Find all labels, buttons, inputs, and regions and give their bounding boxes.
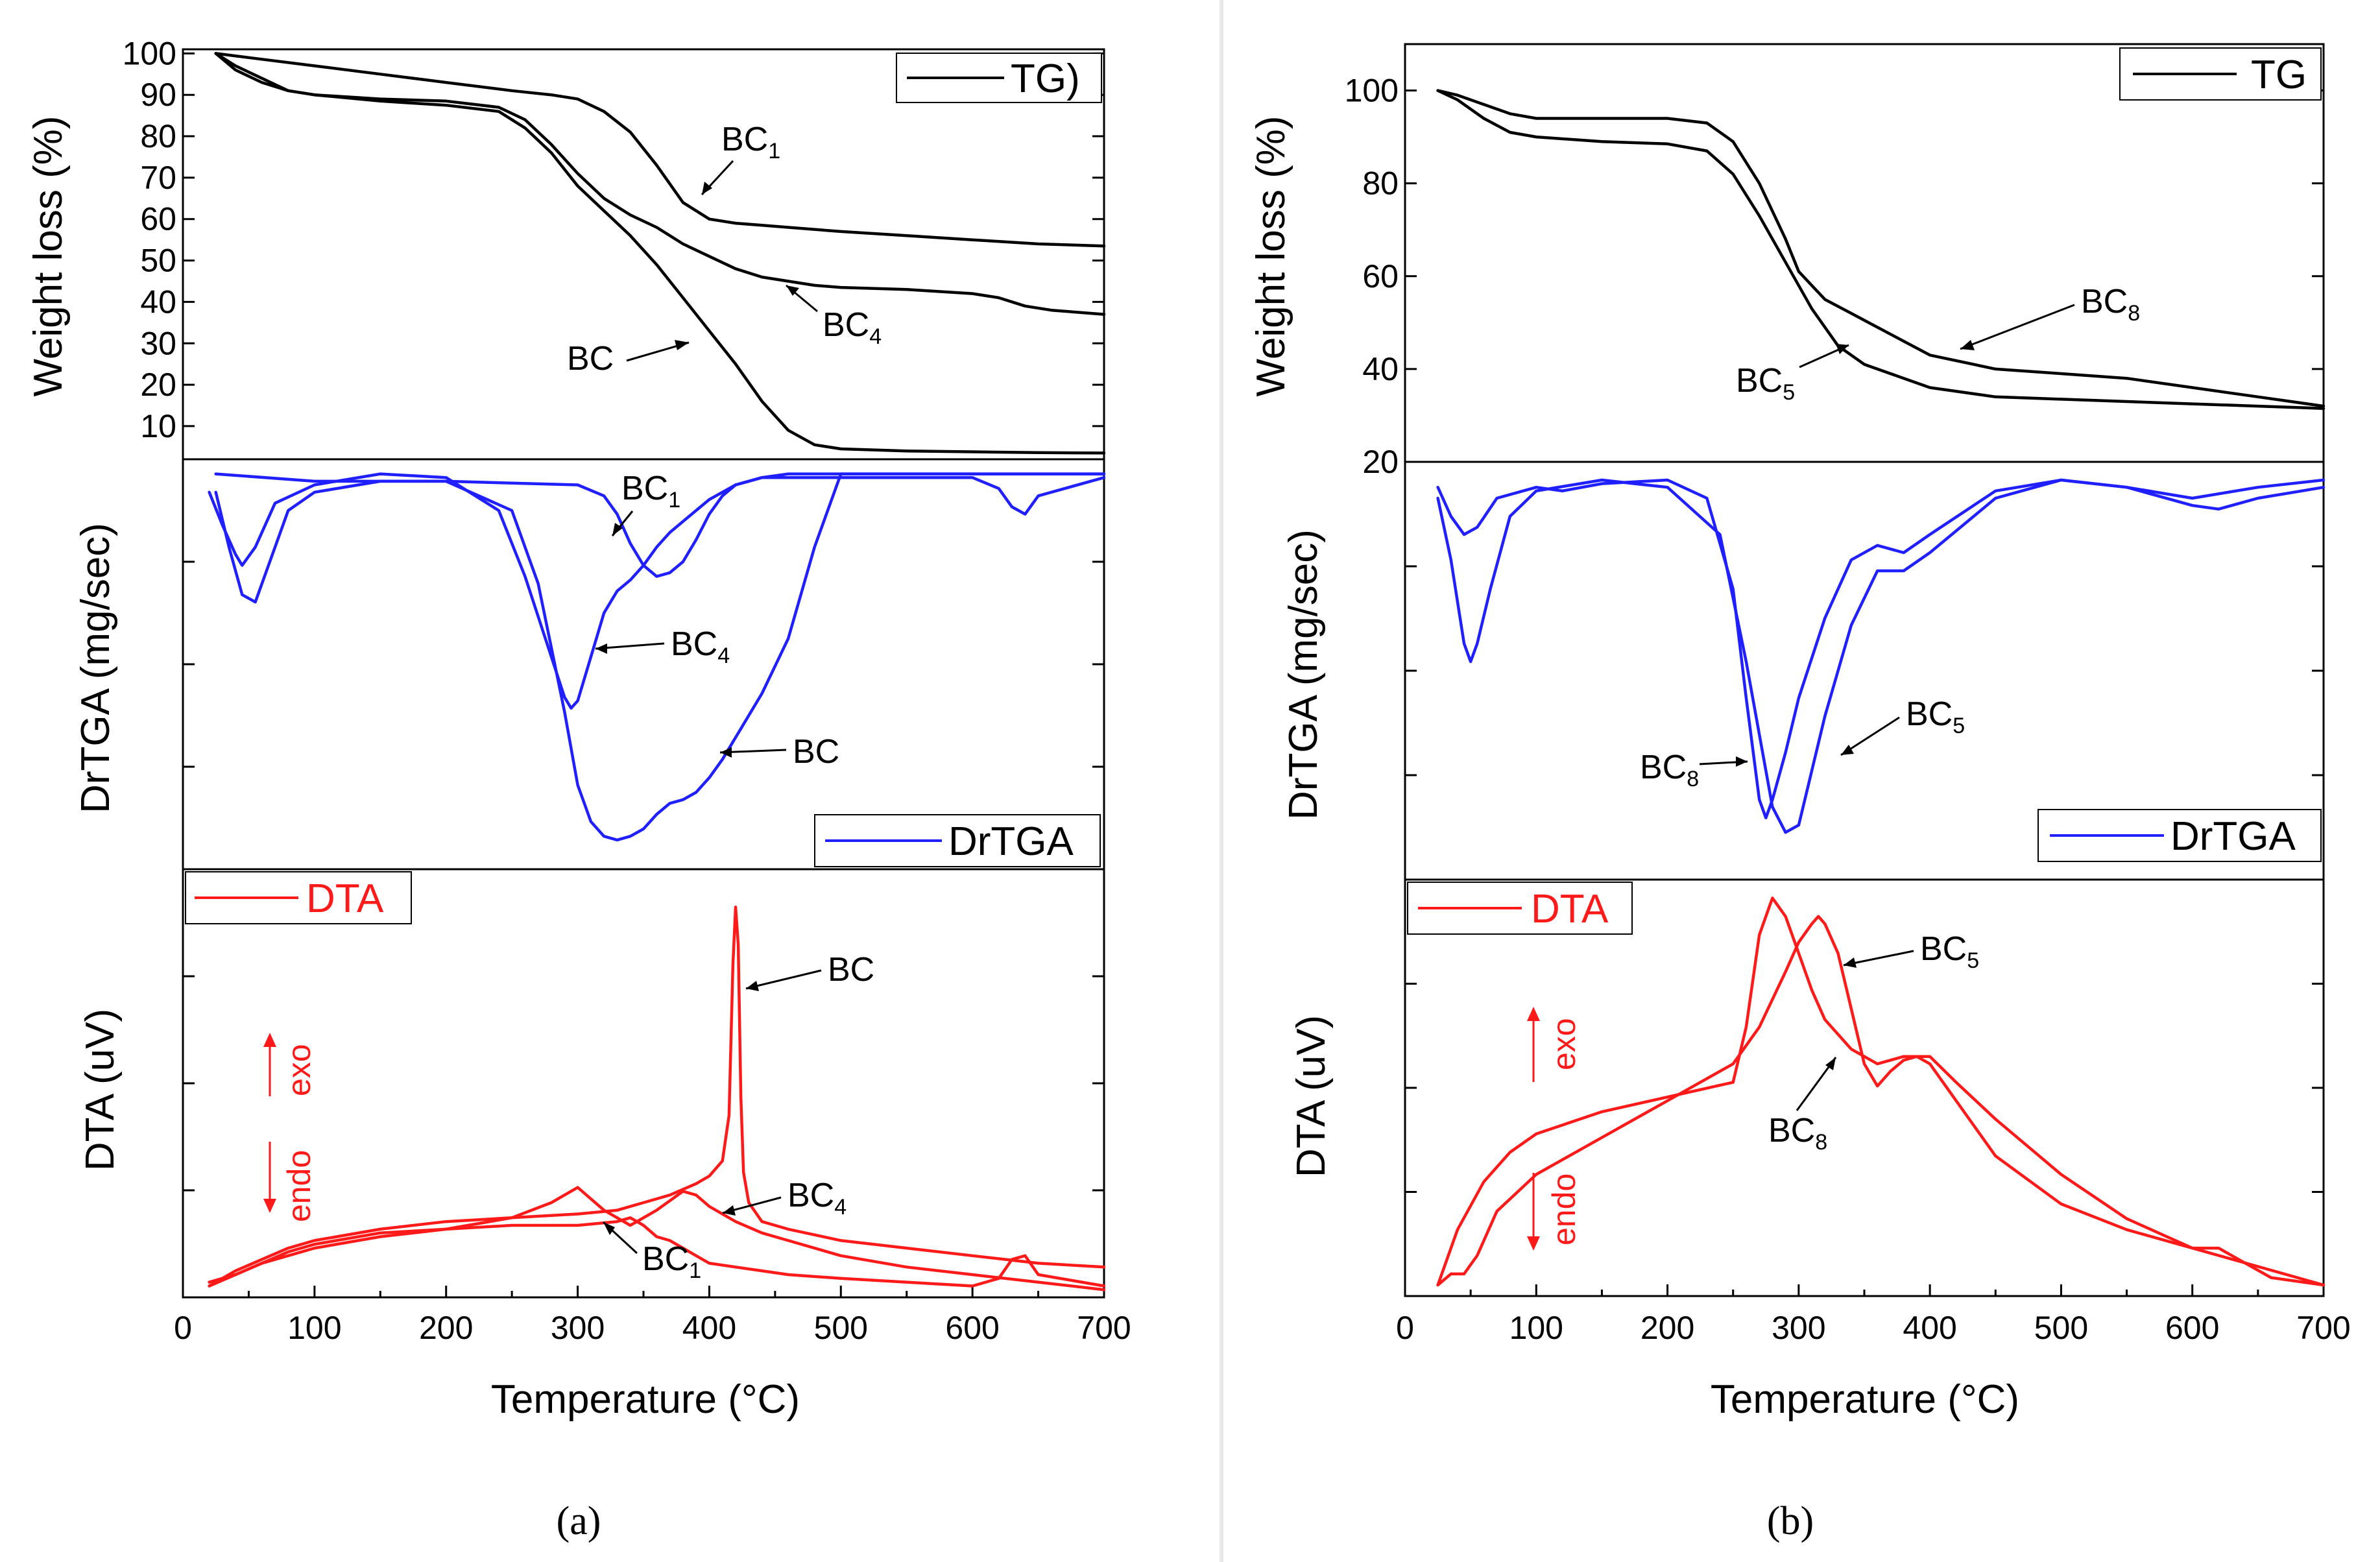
panel-b-drtga-ylabel: DrTGA (mg/sec)	[1281, 529, 1326, 820]
y-tick-label: 10	[140, 408, 176, 444]
y-tick-label: 80	[1362, 165, 1399, 202]
y-tick-label: 100	[1345, 73, 1399, 109]
x-tick-label: 100	[1509, 1310, 1563, 1346]
panel-b-xlabel: Temperature (°C)	[1711, 1377, 2019, 1422]
y-tick-label: 50	[140, 243, 176, 279]
series-drtga-bc1	[214, 472, 1106, 578]
panel-a-tg-legend: TG)	[896, 53, 1102, 103]
x-tick-label: 400	[682, 1310, 736, 1346]
y-tick-label: 40	[140, 283, 176, 320]
panel-a-xlabel: Temperature (°C)	[491, 1377, 800, 1422]
ann-a-drtga-bc1: BC1	[621, 470, 680, 512]
x-tick-label: 700	[1077, 1310, 1131, 1346]
panel-a-tg-ylabel: Weight loss (%)	[26, 116, 71, 397]
panel-b-drtga-legend: DrTGA	[2037, 809, 2322, 862]
panel-a-drtga-ylabel: DrTGA (mg/sec)	[73, 523, 118, 813]
x-tick-label: 0	[1396, 1310, 1414, 1346]
panel-b-dta-curves	[1436, 896, 2326, 1287]
x-tick-label: 400	[1903, 1310, 1956, 1346]
ann-b-tg-bc5: BC5	[1736, 362, 1795, 405]
series-drtga-bc	[214, 472, 1106, 842]
ann-a-tg-bc: BC	[567, 340, 614, 378]
panel-a-exo-endo-marker: exo endo	[263, 1033, 317, 1222]
panel-a-ticks: 0 100 200 300 400 500 600 700 10 20 30 40 50 60 70 80 90…	[123, 35, 1131, 1346]
x-tick-label: 100	[287, 1310, 341, 1346]
series-drtga-bc5	[1436, 478, 2326, 834]
panel-b-dta-legend-label: DTA	[1531, 887, 1609, 931]
y-tick-label: 80	[140, 118, 176, 154]
ann-a-dta-bc: BC	[828, 951, 874, 989]
panel-b-tg-legend: TG	[2119, 47, 2322, 101]
x-tick-label: 300	[551, 1310, 605, 1346]
series-dta-bc1	[208, 1216, 1106, 1288]
panel-a: 0 100 200 300 400 500 600 700 10 20 30 40 50 60 70 80 90…	[26, 35, 1131, 1543]
panel-a-label: (a)	[557, 1499, 601, 1543]
panel-a-drtga-annotations: BC1 BC4 BC	[595, 470, 839, 771]
x-tick-label: 300	[1772, 1310, 1825, 1346]
panel-b-endo-label: endo	[1546, 1173, 1582, 1245]
x-tick-label: 600	[2165, 1310, 2219, 1346]
series-drtga-bc4	[208, 472, 1106, 710]
panel-b-exo-label: exo	[1546, 1018, 1582, 1070]
series-dta-bc4	[208, 1186, 1106, 1292]
y-tick-label: 90	[140, 77, 176, 113]
series-tg-bc1	[214, 52, 1106, 248]
series-dta-bc	[208, 906, 1106, 1288]
x-tick-label: 500	[814, 1310, 868, 1346]
y-tick-label: 20	[140, 366, 176, 403]
panel-b-tg-curves	[1436, 89, 2326, 410]
panel-divider	[1220, 0, 1223, 1562]
x-tick-label: 200	[1641, 1310, 1694, 1346]
panel-a-tg-curves	[214, 52, 1106, 455]
panel-b-label: (b)	[1767, 1499, 1814, 1543]
panel-b-drtga-curves	[1436, 478, 2326, 834]
series-dta-bc8	[1436, 896, 2326, 1287]
series-tg-bc5	[1436, 89, 2326, 410]
x-tick-label: 600	[945, 1310, 999, 1346]
y-tick-label: 40	[1362, 351, 1399, 387]
panel-b-drtga-legend-label: DrTGA	[2170, 814, 2296, 859]
panel-a-endo-label: endo	[281, 1150, 317, 1222]
series-tg-bc4	[214, 52, 1106, 316]
panel-a-dta-ylabel: DTA (uV)	[78, 1009, 123, 1171]
series-drtga-bc8	[1436, 478, 2326, 820]
x-tick-label: 0	[174, 1310, 192, 1346]
series-dta-bc5	[1436, 915, 2326, 1287]
panel-a-tg-legend-label: TG)	[1011, 56, 1080, 101]
panel-b-tg-ylabel: Weight loss (%)	[1249, 116, 1293, 397]
y-tick-label: 70	[140, 160, 176, 196]
panel-a-drtga-legend-label: DrTGA	[948, 819, 1074, 864]
panel-b-exo-endo-marker: exo endo	[1527, 1007, 1582, 1251]
y-tick-label: 20	[1362, 444, 1399, 480]
panel-a-drtga-curves	[208, 472, 1106, 842]
panel-a-dta-legend: DTA	[185, 871, 412, 924]
panel-b-ticks: 0 100 200 300 400 500 600 700 20 40 60 80 100	[1345, 73, 2351, 1346]
panel-a-drtga-legend: DrTGA	[814, 814, 1101, 867]
panel-a-dta-curves	[208, 906, 1106, 1292]
x-tick-label: 500	[2034, 1310, 2088, 1346]
series-tg-bc8	[1436, 89, 2326, 408]
x-tick-label: 200	[419, 1310, 473, 1346]
y-tick-label: 60	[1362, 258, 1399, 294]
y-tick-label: 100	[123, 35, 176, 71]
y-tick-label: 60	[140, 201, 176, 237]
panel-a-exo-label: exo	[281, 1044, 317, 1096]
ann-a-drtga-bc: BC	[793, 733, 839, 771]
panel-b-dta-legend: DTA	[1407, 882, 1633, 935]
x-tick-label: 700	[2296, 1310, 2350, 1346]
y-tick-label: 30	[140, 325, 176, 361]
panel-a-dta-legend-label: DTA	[306, 876, 384, 921]
panel-b-dta-ylabel: DTA (uV)	[1289, 1015, 1334, 1177]
panel-b-tg-legend-label: TG	[2251, 53, 2307, 97]
